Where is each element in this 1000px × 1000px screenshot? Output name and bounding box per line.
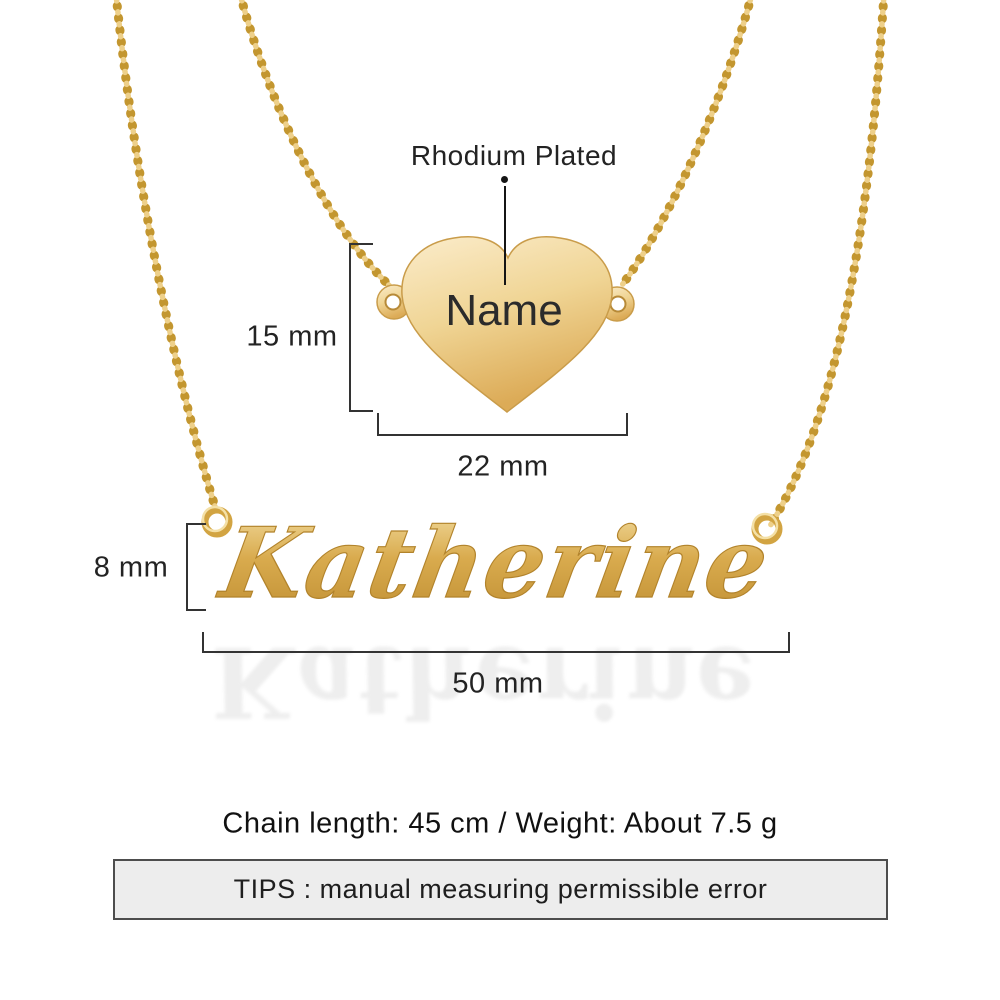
dim-tick xyxy=(202,632,204,652)
chain-strand-inner-right xyxy=(617,0,755,290)
jump-ring-right xyxy=(751,512,783,545)
name-pendant-text: Katherine xyxy=(210,507,778,621)
tips-text: TIPS : manual measuring permissible erro… xyxy=(233,874,768,904)
dim-tick xyxy=(186,523,206,525)
chain-strand-outer-right xyxy=(765,0,889,531)
dim-line xyxy=(202,651,790,653)
dim-line xyxy=(186,523,188,611)
dim-tick xyxy=(349,243,373,245)
dim-tick xyxy=(377,413,379,435)
chain-strand-outer-left xyxy=(112,0,221,515)
leader-line xyxy=(504,186,506,285)
dim-label-name-width: 50 mm xyxy=(452,667,544,700)
dim-line xyxy=(349,243,351,412)
heart-pendant xyxy=(401,236,613,413)
dim-tick xyxy=(788,632,790,652)
dim-label-name-height: 8 mm xyxy=(93,551,169,584)
name-pendant-reflection: Katherine xyxy=(199,624,767,738)
dim-tick xyxy=(349,410,373,412)
dim-tick xyxy=(626,413,628,435)
heart-engraving: Name xyxy=(445,286,562,335)
plating-label: Rhodium Plated xyxy=(410,140,618,171)
chain-strand-inner-left xyxy=(237,0,398,294)
dim-tick xyxy=(186,609,206,611)
leader-dot xyxy=(501,176,508,183)
dim-line xyxy=(377,434,628,436)
specs-text: Chain length: 45 cm / Weight: About 7.5 … xyxy=(222,807,778,840)
tips-box: TIPS : manual measuring permissible erro… xyxy=(113,859,888,920)
dim-label-heart-height: 15 mm xyxy=(246,320,338,353)
dim-label-heart-width: 22 mm xyxy=(457,450,549,483)
jump-ring-left xyxy=(201,505,233,538)
